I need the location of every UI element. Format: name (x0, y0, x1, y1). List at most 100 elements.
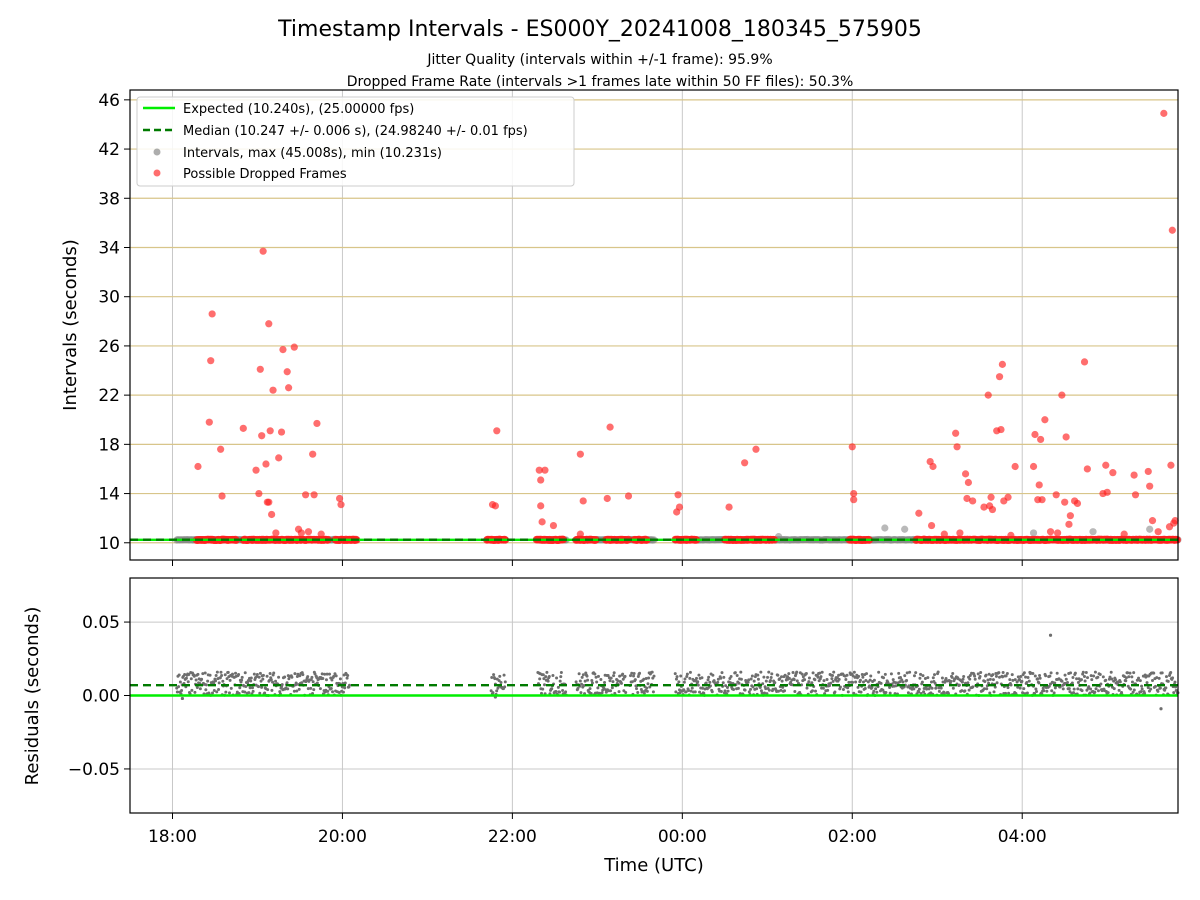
residual-point (265, 674, 269, 678)
residual-point (901, 680, 905, 684)
residual-point (556, 685, 560, 689)
residual-point (1113, 678, 1117, 682)
residual-point (177, 673, 181, 677)
residual-point (710, 690, 714, 694)
residual-point (324, 678, 328, 682)
residual-point (747, 690, 751, 694)
residual-point (767, 670, 771, 674)
residual-point (255, 672, 259, 676)
residual-point (1143, 691, 1147, 695)
dropped-frame-point (915, 509, 923, 517)
residual-point (1011, 678, 1015, 682)
residual-point (687, 688, 691, 692)
residual-point (693, 690, 697, 694)
intervals-y-tick-label: 10 (98, 534, 120, 554)
residual-point (888, 686, 892, 690)
residual-point (937, 689, 941, 693)
residual-point (764, 687, 768, 691)
dropped-frame-point (1168, 226, 1176, 234)
residual-point (675, 675, 679, 679)
residual-point (719, 676, 723, 680)
residual-point (190, 688, 194, 692)
dropped-frame-point (927, 521, 936, 530)
residual-point (551, 674, 555, 678)
residual-point (756, 673, 760, 677)
residual-point (987, 672, 991, 676)
residual-point (298, 674, 302, 678)
residual-point (248, 686, 252, 690)
residual-point (872, 678, 876, 682)
residual-point (863, 686, 867, 690)
residual-point (1124, 679, 1128, 683)
dropped-frame-point (1102, 461, 1110, 469)
residual-point (632, 674, 636, 678)
residual-point (247, 691, 251, 695)
residual-point (300, 681, 304, 685)
residuals-y-tick-label: 0.05 (82, 613, 120, 633)
dropped-frame-point (997, 425, 1005, 434)
residual-point (237, 672, 241, 676)
dropped-frame-point (537, 476, 545, 484)
residual-point (732, 687, 736, 691)
residual-point (1099, 682, 1103, 686)
residual-point (1082, 675, 1086, 679)
residual-point (1076, 687, 1080, 691)
residual-point (829, 681, 833, 685)
residual-point (982, 687, 986, 691)
residual-point (1173, 680, 1177, 684)
interval-point (881, 524, 889, 532)
residual-point (1072, 691, 1076, 695)
dropped-frame-point (1171, 517, 1179, 525)
residual-point (231, 672, 235, 676)
residual-point (1140, 687, 1144, 691)
residual-point (192, 674, 196, 678)
residual-point (295, 689, 299, 693)
residual-point (306, 687, 310, 691)
residual-point (639, 688, 643, 692)
residual-point (1055, 671, 1059, 675)
dropped-frame-point (1052, 491, 1060, 499)
residual-point (297, 687, 301, 691)
intervals-y-tick-label: 14 (98, 485, 120, 505)
dropped-frame-point (1103, 488, 1111, 496)
residual-point (599, 678, 603, 682)
residual-point (1052, 691, 1056, 695)
residual-point (1128, 671, 1132, 675)
residual-point (917, 690, 921, 694)
residual-point (870, 685, 874, 689)
residual-point (810, 681, 814, 685)
residual-point (983, 680, 987, 684)
residual-point (682, 680, 686, 684)
residual-point (927, 687, 931, 691)
residual-point (678, 691, 682, 695)
intervals-y-tick-label: 18 (98, 435, 120, 455)
chart-subtitle-jitter: Jitter Quality (intervals within +/-1 fr… (426, 52, 772, 68)
residual-point (1038, 674, 1042, 678)
residual-point (856, 685, 860, 689)
residual-point (780, 679, 784, 683)
residual-point (966, 681, 970, 685)
residual-point (1124, 676, 1128, 680)
residual-point (685, 672, 689, 676)
residual-point (778, 677, 782, 681)
residual-point (1005, 671, 1009, 675)
intervals-y-tick-label: 46 (98, 91, 120, 111)
residual-point (204, 688, 208, 692)
residual-point (1172, 691, 1176, 695)
residual-point (1104, 678, 1108, 682)
residual-point (489, 689, 493, 693)
residual-point (490, 675, 494, 679)
residual-point (586, 678, 590, 682)
residual-point (341, 690, 345, 694)
residual-point (1031, 671, 1035, 675)
residual-point (183, 672, 187, 676)
residual-point (346, 674, 350, 678)
residual-point (673, 672, 677, 676)
dropped-frame-point (1144, 467, 1152, 476)
residual-point (825, 678, 829, 682)
residual-point (293, 672, 297, 676)
residual-point (329, 686, 333, 690)
dropped-frame-point (268, 510, 276, 519)
residual-point (833, 690, 837, 694)
residual-point (1159, 707, 1163, 711)
